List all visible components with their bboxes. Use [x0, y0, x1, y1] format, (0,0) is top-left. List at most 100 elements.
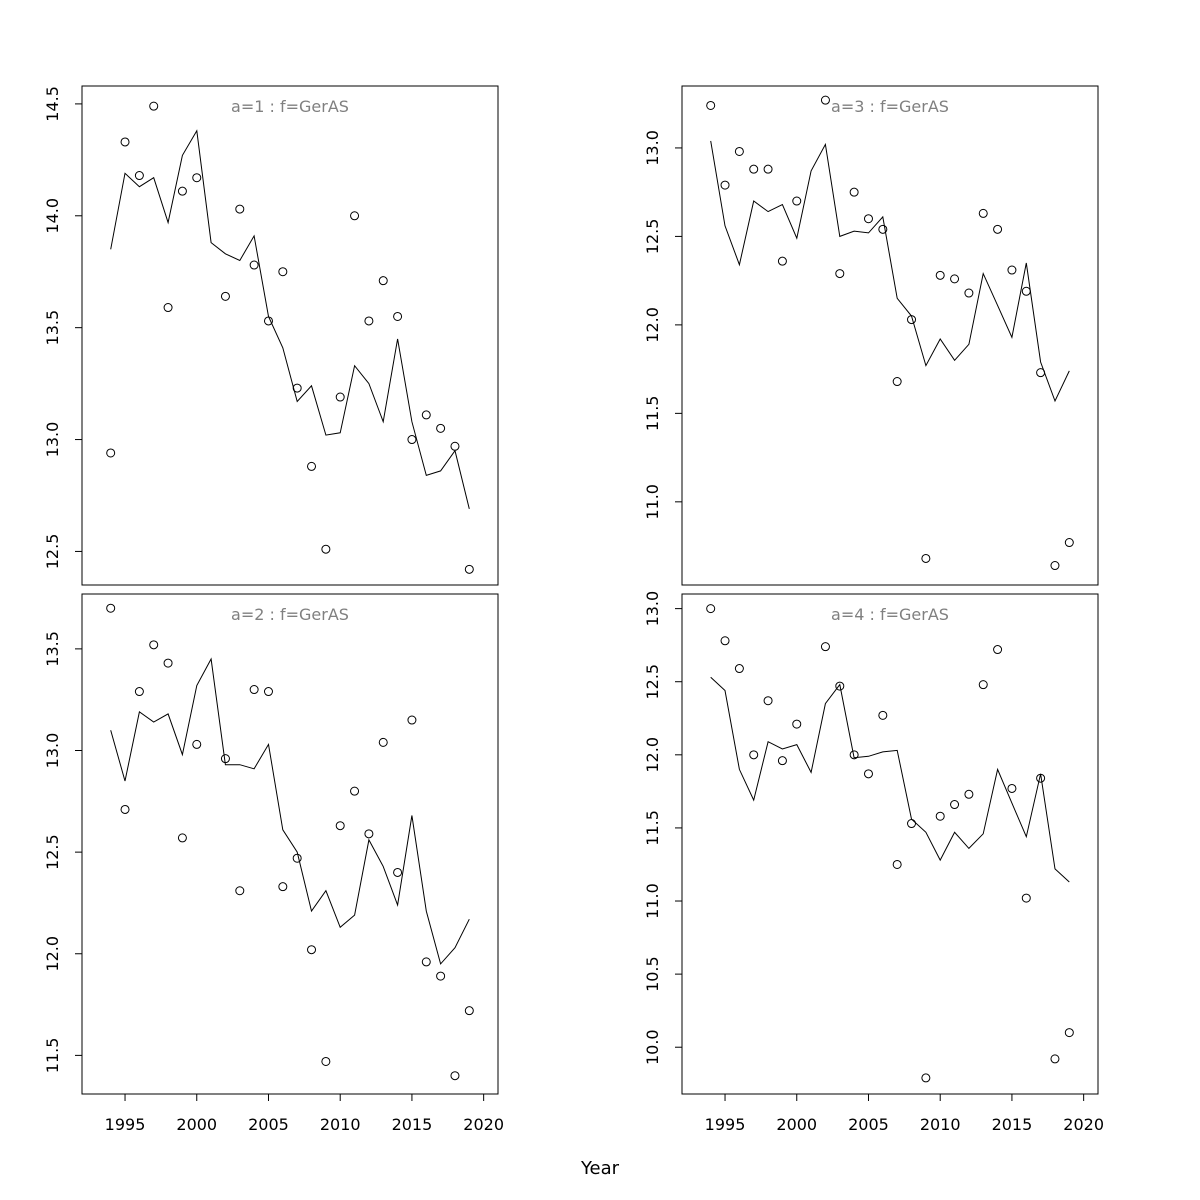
observed-point — [1050, 561, 1060, 571]
observed-point — [149, 101, 159, 111]
observed-point — [307, 461, 317, 471]
y-tick-label: 11.5 — [643, 396, 662, 432]
y-tick-label: 10.0 — [643, 1029, 662, 1065]
plot-frame — [81, 593, 499, 1095]
observed-point — [734, 146, 744, 156]
observed-point — [220, 291, 230, 301]
observed-point — [935, 270, 945, 280]
observed-point — [134, 171, 144, 181]
y-tick-label: 12.0 — [43, 936, 62, 972]
observed-point — [378, 737, 388, 747]
y-tick-label: 11.0 — [643, 883, 662, 919]
observed-point — [849, 750, 859, 760]
observed-point — [421, 957, 431, 967]
panel-title: a=4 : f=GerAS — [831, 605, 949, 624]
fitted-line — [710, 676, 1070, 883]
observed-point — [321, 544, 331, 554]
panel-2: a=3 : f=GerAS 11.0 11.5 12.0 12.5 13.0 — [643, 85, 1099, 586]
x-tick-label: 2000 — [776, 1115, 817, 1134]
y-tick-label: 12.5 — [643, 664, 662, 700]
observed-point — [792, 196, 802, 206]
observed-point — [464, 564, 474, 574]
panel-4: a=4 : f=GerAS 10.0 10.5 11.0 11.5 12.0 12.5 13.… — [643, 591, 1104, 1134]
y-tick-label: 12.0 — [643, 307, 662, 343]
observed-point — [249, 260, 259, 270]
panel-title: a=2 : f=GerAS — [231, 605, 349, 624]
observed-point — [464, 1006, 474, 1016]
observed-point — [950, 800, 960, 810]
x-tick-label: 2010 — [320, 1115, 361, 1134]
observed-point — [407, 715, 417, 725]
observed-point — [278, 882, 288, 892]
observed-point — [177, 186, 187, 196]
observed-point — [820, 642, 830, 652]
y-tick-label: 14.5 — [43, 86, 62, 122]
fitted-line — [110, 129, 470, 510]
x-tick-label: 2005 — [248, 1115, 289, 1134]
observed-point — [450, 441, 460, 451]
observed-point — [364, 316, 374, 326]
y-tick-label: 14.0 — [43, 198, 62, 234]
observed-point — [777, 756, 787, 766]
y-tick-label: 13.0 — [643, 130, 662, 166]
observed-point — [720, 636, 730, 646]
fitted-line — [110, 657, 470, 965]
observed-point — [1064, 538, 1074, 548]
observed-point — [436, 423, 446, 433]
observed-point — [1064, 1028, 1074, 1038]
observed-point — [763, 696, 773, 706]
observed-point — [849, 187, 859, 197]
observed-point — [1021, 286, 1031, 296]
observed-point — [734, 664, 744, 674]
x-tick-label: 1995 — [105, 1115, 146, 1134]
observed-point — [792, 719, 802, 729]
observed-point — [1007, 783, 1017, 793]
observed-point — [163, 658, 173, 668]
observed-point — [978, 680, 988, 690]
observed-point — [292, 853, 302, 863]
y-tick-label: 13.0 — [43, 733, 62, 769]
observed-point — [393, 311, 403, 321]
y-tick-label: 13.0 — [643, 591, 662, 627]
observed-point — [149, 640, 159, 650]
observed-point — [220, 754, 230, 764]
observed-point — [993, 645, 1003, 655]
observed-point — [1036, 368, 1046, 378]
observed-point — [892, 377, 902, 387]
y-tick-label: 11.0 — [643, 484, 662, 520]
x-tick-label: 1995 — [705, 1115, 746, 1134]
observed-point — [978, 208, 988, 218]
observed-point — [921, 1073, 931, 1083]
fitted-line — [710, 140, 1070, 403]
observed-point — [863, 214, 873, 224]
observed-point — [407, 435, 417, 445]
observed-point — [763, 164, 773, 174]
observed-point — [192, 739, 202, 749]
observed-point — [935, 811, 945, 821]
observed-point — [907, 819, 917, 829]
observed-point — [350, 211, 360, 221]
y-tick-label: 12.5 — [43, 834, 62, 870]
y-tick-label: 10.5 — [643, 956, 662, 992]
observed-point — [835, 681, 845, 691]
observed-point — [307, 945, 317, 955]
observed-point — [421, 410, 431, 420]
y-tick-label: 12.5 — [643, 219, 662, 255]
observed-point — [235, 886, 245, 896]
observed-point — [863, 769, 873, 779]
observed-point — [335, 392, 345, 402]
plot-frame — [81, 85, 499, 586]
observed-point — [878, 224, 888, 234]
y-tick-label: 13.5 — [43, 631, 62, 667]
observed-point — [907, 315, 917, 325]
y-tick-label: 11.5 — [43, 1038, 62, 1074]
observed-point — [720, 180, 730, 190]
observed-point — [163, 303, 173, 313]
observed-point — [350, 786, 360, 796]
x-tick-label: 2005 — [848, 1115, 889, 1134]
y-tick-label: 11.5 — [643, 810, 662, 846]
observed-point — [1050, 1054, 1060, 1064]
observed-point — [749, 164, 759, 174]
observed-point — [450, 1071, 460, 1081]
observed-point — [106, 603, 116, 613]
